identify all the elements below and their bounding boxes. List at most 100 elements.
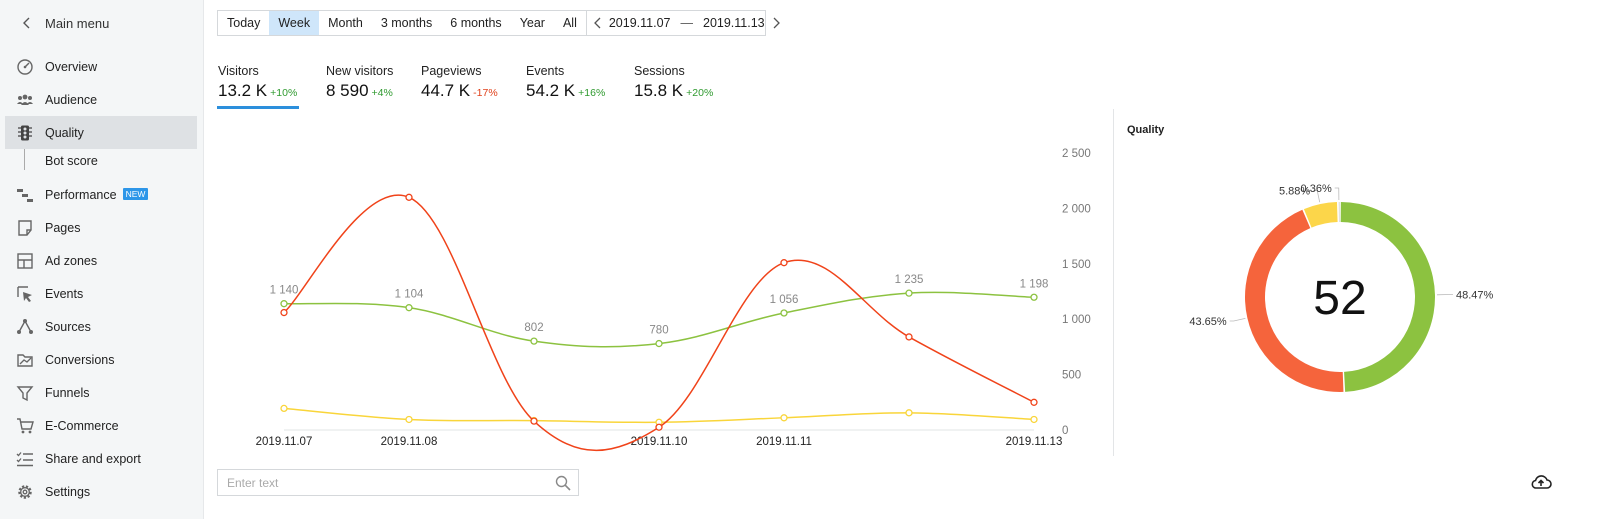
sidebar-item-settings[interactable]: Settings: [5, 475, 197, 508]
metric-change: +10%: [270, 87, 298, 99]
data-label: 1 140: [270, 285, 299, 297]
slice-leader-line: [1313, 190, 1321, 203]
metric-change: +16%: [578, 87, 606, 99]
data-point: [405, 304, 413, 312]
donut-slice: [1245, 209, 1344, 392]
x-tick-label: 2019.11.13: [1006, 436, 1063, 448]
metric-visitors[interactable]: Visitors 13.2 K +10%: [218, 64, 297, 101]
sidebar-item-label: Performance NEW: [45, 188, 149, 202]
quality-donut-chart: 48.47% 43.65% 5.88% 0.36% 52: [1180, 150, 1510, 450]
layout-icon: [17, 253, 33, 269]
checklist-icon: [16, 452, 33, 467]
chevron-left-icon[interactable]: [593, 17, 603, 29]
main-menu-label: Main menu: [45, 16, 110, 31]
date-from[interactable]: 2019.11.07: [608, 16, 671, 30]
cloud-upload-icon[interactable]: [1530, 473, 1552, 491]
gear-icon: [18, 485, 32, 499]
funnel-icon: [16, 386, 34, 402]
data-point: [280, 300, 288, 308]
sidebar-item-label: Ad zones: [45, 254, 98, 268]
date-to[interactable]: 2019.11.13: [703, 16, 765, 30]
sidebar-item-events[interactable]: Events: [5, 277, 197, 310]
metric-pageviews[interactable]: Pageviews 44.7 K -17%: [421, 64, 498, 101]
period-week-button[interactable]: Week: [269, 11, 320, 35]
y-tick-label: 1 500: [1062, 259, 1091, 271]
main-menu-link[interactable]: Main menu: [0, 0, 204, 46]
search-input[interactable]: [225, 475, 549, 491]
metric-title: Visitors: [218, 64, 259, 78]
period-month-button[interactable]: Month: [328, 16, 363, 30]
quality-title: Quality: [1127, 124, 1165, 136]
metric-value: 44.7 K -17%: [421, 81, 498, 100]
metric-sessions[interactable]: Sessions 15.8 K +20%: [634, 64, 713, 101]
data-point: [280, 404, 288, 413]
traffic-light-icon: [18, 125, 32, 141]
period-today-button[interactable]: Today: [227, 16, 261, 30]
x-tick-label: 2019.11.10: [631, 436, 688, 448]
period-6-months-button[interactable]: 6 months: [450, 16, 502, 30]
sidebar-item-ecommerce[interactable]: E-Commerce: [5, 409, 197, 442]
sidebar-item-label: E-Commerce: [45, 419, 119, 433]
metric-value: 15.8 K +20%: [634, 81, 714, 100]
sidebar-item-share-export[interactable]: Share and export: [5, 442, 197, 475]
sidebar: Main menu Overview Audience Quality Bot …: [0, 0, 204, 519]
donut-slice: [1303, 202, 1338, 228]
data-point: [280, 308, 288, 317]
sidebar-item-funnels[interactable]: Funnels: [5, 376, 197, 409]
y-tick-label: 0: [1062, 425, 1068, 437]
folder-chart-icon: [17, 354, 33, 367]
cart-icon: [17, 418, 34, 434]
slice-label: 0.36%: [1301, 183, 1332, 195]
network-icon: [17, 319, 33, 334]
submenu-connector: [24, 149, 25, 170]
metric-title: Pageviews: [421, 64, 482, 78]
period-all-button[interactable]: All: [562, 16, 577, 30]
metric-new-visitors[interactable]: New visitors 8 590 +4%: [326, 64, 393, 101]
sidebar-item-label: Audience: [45, 93, 98, 107]
data-point: [1030, 415, 1038, 424]
data-label: 1 235: [895, 274, 924, 286]
sidebar-item-audience[interactable]: Audience: [5, 83, 197, 116]
period-3-months-button[interactable]: 3 months: [380, 16, 433, 30]
period-year-button[interactable]: Year: [519, 16, 545, 30]
sidebar-item-label: Sources: [45, 320, 91, 334]
search-icon[interactable]: [554, 474, 572, 492]
x-tick-label: 2019.11.11: [756, 436, 812, 448]
metric-title: Events: [526, 64, 565, 78]
sidebar-item-ad-zones[interactable]: Ad zones: [5, 244, 197, 277]
sidebar-item-performance[interactable]: Performance NEW: [5, 178, 197, 211]
data-label: 1 056: [770, 294, 799, 306]
data-point: [405, 193, 413, 201]
sidebar-item-label: Pages: [45, 221, 81, 235]
sidebar-item-quality[interactable]: Quality: [5, 116, 197, 149]
sidebar-item-conversions[interactable]: Conversions: [5, 343, 197, 376]
sidebar-item-label: Funnels: [45, 386, 90, 400]
sidebar-subitem-bot-score[interactable]: Bot score: [45, 154, 98, 168]
sidebar-item-sources[interactable]: Sources: [5, 310, 197, 343]
y-tick-label: 2 500: [1062, 148, 1091, 160]
series-line: [283, 194, 1035, 452]
y-tick-label: 2 000: [1062, 203, 1091, 215]
page-icon: [18, 220, 32, 236]
sidebar-item-pages[interactable]: Pages: [5, 211, 197, 244]
data-point: [1030, 293, 1038, 301]
data-point: [905, 333, 913, 341]
metric-events[interactable]: Events 54.2 K +16%: [526, 64, 605, 101]
metric-title: New visitors: [326, 64, 394, 78]
users-icon: [17, 94, 33, 105]
sidebar-item-label: Events: [45, 287, 84, 301]
donut-slice: [1338, 202, 1340, 223]
sidebar-item-overview[interactable]: Overview: [5, 50, 197, 83]
chevron-right-icon[interactable]: [771, 17, 781, 29]
sidebar-item-label: Conversions: [45, 353, 115, 367]
data-point: [405, 415, 413, 424]
period-selector: Today Week Month 3 months 6 months Year …: [217, 10, 780, 36]
panel-divider: [1113, 109, 1114, 456]
data-point: [655, 423, 663, 431]
sidebar-item-label: Overview: [45, 60, 98, 74]
data-point: [780, 259, 788, 267]
data-label: 1 104: [395, 289, 424, 301]
sidebar-item-label: Quality: [45, 126, 84, 140]
data-point: [655, 339, 663, 348]
slice-label: 5.88%: [1279, 185, 1310, 197]
